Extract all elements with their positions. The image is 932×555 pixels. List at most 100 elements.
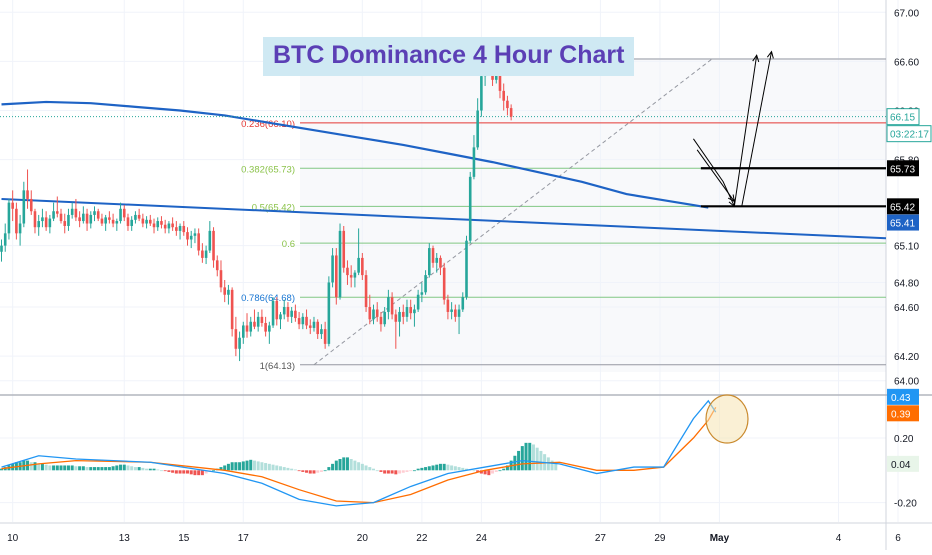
fib-level-label: 0.382(65.73): [241, 164, 295, 175]
fib-level-label: 0.236(66.10): [241, 119, 295, 130]
candle-body: [59, 213, 63, 222]
candle-body: [476, 110, 479, 148]
macd-histogram-bar: [152, 468, 156, 471]
macd-histogram-bar: [446, 464, 450, 471]
price-label-text: 66.15: [890, 113, 915, 124]
candle-body: [175, 227, 178, 231]
macd-histogram-bar: [345, 457, 349, 471]
candle-body: [152, 223, 156, 228]
macd-histogram-bar: [93, 467, 96, 471]
time-axis-tick-label: May: [710, 533, 730, 544]
candle-body: [0, 245, 3, 252]
candle-body: [442, 267, 446, 300]
candle-body: [506, 100, 509, 109]
macd-histogram-bar: [40, 463, 44, 471]
macd-histogram-bar: [323, 470, 327, 472]
macd-histogram-bar: [390, 470, 394, 474]
macd-histogram-bar: [450, 465, 454, 471]
candle-body: [245, 325, 249, 332]
candle-body: [409, 307, 412, 314]
price-axis-tick-label: 64.80: [894, 278, 919, 289]
candle-body: [29, 198, 33, 212]
candle-body: [11, 202, 14, 209]
macd-histogram-bar: [245, 460, 249, 471]
candle-body: [260, 316, 264, 323]
candle-body: [7, 202, 11, 234]
macd-histogram-bar: [55, 465, 59, 471]
candle-body: [108, 217, 111, 220]
macd-histogram-bar: [491, 470, 495, 474]
macd-histogram-bar: [461, 467, 465, 471]
price-axis-tick-label: 64.00: [894, 377, 919, 388]
candle-body: [297, 318, 301, 325]
macd-histogram-bar: [182, 470, 186, 474]
macd-histogram-bar: [223, 465, 227, 471]
macd-histogram-bar: [111, 466, 115, 471]
time-axis-tick-label: 6: [895, 533, 901, 544]
macd-histogram-bar: [338, 459, 342, 471]
macd-histogram-bar: [476, 470, 480, 472]
candle-body: [268, 325, 271, 332]
candle-body: [498, 67, 502, 91]
macd-histogram-bar: [37, 463, 41, 471]
candle-body: [327, 282, 331, 344]
candle-body: [387, 297, 390, 312]
time-axis-tick-label: 22: [416, 533, 428, 544]
candle-body: [119, 208, 122, 222]
macd-histogram-bar: [115, 465, 119, 471]
candle-body: [85, 213, 89, 224]
candle-body: [338, 230, 342, 298]
macd-histogram-bar: [66, 465, 70, 471]
fib-level-label: 1(64.13): [260, 361, 295, 372]
candle-body: [56, 211, 59, 214]
candle-body: [215, 260, 219, 271]
candle-body: [379, 316, 383, 325]
candle-body: [264, 322, 267, 332]
candle-body: [18, 223, 22, 234]
macd-histogram-bar: [260, 462, 264, 471]
macd-histogram-bar: [238, 462, 242, 471]
candle-body: [111, 219, 115, 224]
macd-histogram-bar: [264, 463, 268, 471]
candle-body: [156, 221, 160, 228]
moving-average-line: [1, 100, 709, 209]
macd-histogram-bar: [465, 468, 468, 471]
candle-body: [372, 309, 375, 320]
candle-body: [204, 250, 208, 258]
candle-body: [275, 300, 279, 320]
macd-value-label: 0.04: [891, 460, 911, 471]
candle-body: [439, 257, 442, 268]
candle-body: [457, 309, 461, 317]
macd-histogram-bar: [193, 470, 197, 476]
candle-body: [167, 223, 171, 229]
time-axis-tick-label: 20: [357, 533, 369, 544]
macd-histogram-bar: [212, 470, 216, 472]
macd-histogram-bar: [364, 465, 368, 471]
macd-histogram-bar: [524, 442, 528, 471]
candle-body: [465, 240, 468, 298]
candle-body: [446, 299, 450, 312]
candle-body: [271, 300, 275, 326]
candle-body: [149, 219, 152, 224]
candle-body: [122, 208, 126, 218]
candle-body: [137, 214, 141, 219]
price-label-text: 65.41: [890, 219, 915, 230]
macd-histogram-bar: [357, 462, 361, 471]
macd-histogram-bar: [59, 465, 63, 471]
candle-body: [193, 233, 197, 236]
macd-histogram-bar: [494, 470, 498, 472]
candle-body: [435, 257, 439, 263]
candle-body: [145, 219, 148, 224]
macd-histogram-bar: [331, 463, 335, 471]
macd-histogram-bar: [186, 470, 189, 474]
macd-histogram-bar: [520, 446, 524, 471]
macd-line: [1, 399, 717, 507]
price-axis: 67.0066.6066.2065.8065.1064.8064.6064.20…: [886, 8, 932, 388]
macd-histogram-bar: [394, 470, 398, 475]
macd-value-box: [887, 405, 919, 422]
macd-histogram-bar: [539, 450, 543, 471]
candle-body: [212, 230, 215, 261]
macd-axis-tick-label: -0.20: [894, 499, 917, 510]
